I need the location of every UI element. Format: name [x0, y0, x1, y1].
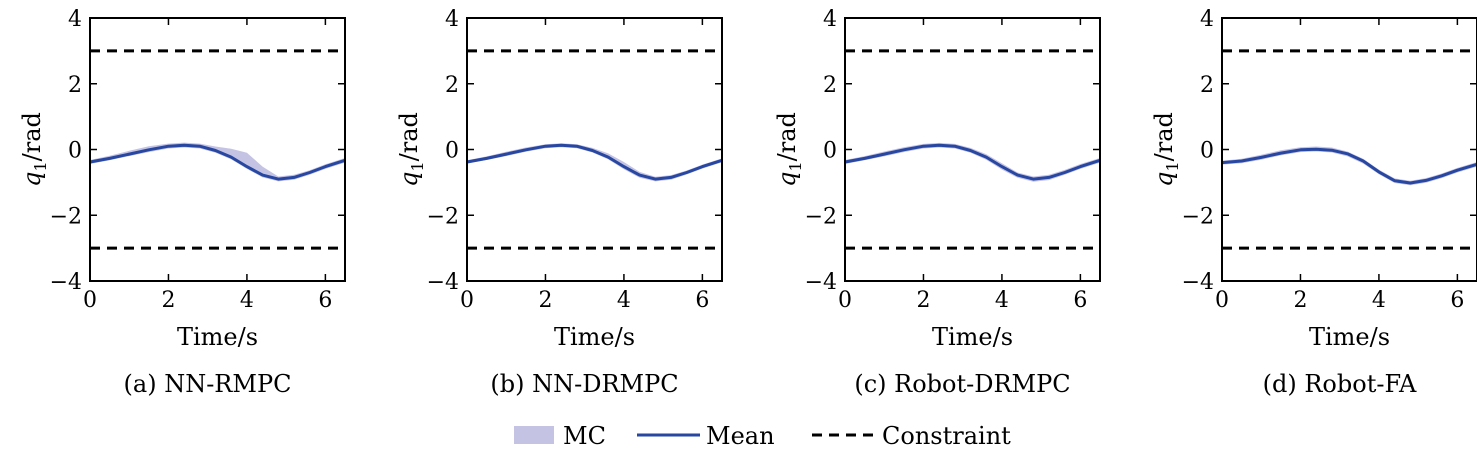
y-axis-label: q1/rad	[773, 112, 805, 187]
y-tick-label: 4	[445, 7, 459, 32]
x-tick-label: 2	[161, 288, 175, 313]
x-tick-label: 6	[1450, 288, 1464, 313]
mc-band	[467, 143, 722, 182]
y-axis-label-unit: /rad	[18, 112, 46, 161]
y-axis-label-unit: /rad	[1150, 112, 1178, 161]
y-axis-label-symbol: q	[773, 172, 801, 187]
x-tick-label: 4	[995, 288, 1009, 313]
y-tick-label: 0	[1200, 139, 1214, 164]
mean-line	[1221, 147, 1477, 185]
y-tick-label: 2	[68, 73, 82, 98]
panel-caption: (b) NN-DRMPC	[490, 370, 678, 398]
y-tick-label: −4	[805, 270, 837, 295]
y-tick-label: 4	[1200, 7, 1214, 32]
legend: MC Mean Constraint	[514, 422, 1011, 450]
chart-panel-4: 0 2 4 6 −4 −2 0 2 4 Time/s q1/rad (d) Robot-FA	[1150, 7, 1477, 398]
y-tick-label: 4	[823, 7, 837, 32]
y-tick-label: 0	[68, 139, 82, 164]
y-axis-label-subscript: 1	[408, 161, 427, 171]
x-tick-label: 2	[1293, 288, 1307, 313]
x-tick-label: 0	[838, 288, 852, 313]
legend-mean-label: Mean	[706, 422, 775, 450]
y-axis-label: q1/rad	[1150, 112, 1182, 187]
y-axis-label-symbol: q	[1150, 172, 1178, 187]
chart-panel-2: 0 2 4 6 −4 −2 0 2 4 Time/s q1/rad (b) NN-DRMPC	[395, 7, 723, 398]
mean-line	[466, 143, 723, 181]
legend-mc-swatch	[514, 426, 554, 444]
mean-line	[844, 143, 1101, 181]
mc-band	[1222, 146, 1477, 186]
x-tick-label: 6	[318, 288, 332, 313]
legend-constraint-label: Constraint	[882, 422, 1011, 450]
y-tick-label: 4	[68, 7, 82, 32]
x-tick-label: 0	[460, 288, 474, 313]
panel-caption: (d) Robot-FA	[1263, 370, 1417, 398]
y-tick-label: −2	[50, 204, 82, 229]
x-tick-label: 6	[1073, 288, 1087, 313]
y-tick-label: 0	[823, 139, 837, 164]
legend-mc-label: MC	[563, 422, 606, 450]
x-tick-label: 0	[1215, 288, 1229, 313]
y-tick-label: −4	[427, 270, 459, 295]
y-tick-label: −4	[1182, 270, 1214, 295]
y-axis-label-subscript: 1	[1163, 161, 1182, 171]
y-tick-label: −2	[1182, 204, 1214, 229]
y-axis-label: q1/rad	[18, 112, 50, 187]
y-tick-label: 0	[445, 139, 459, 164]
plot-frame	[1221, 17, 1477, 282]
y-tick-label: −2	[805, 204, 837, 229]
y-axis-label-unit: /rad	[773, 112, 801, 161]
mc-band	[845, 142, 1100, 182]
y-tick-label: −2	[427, 204, 459, 229]
x-tick-label: 4	[617, 288, 631, 313]
y-axis-label-unit: /rad	[395, 112, 423, 161]
x-axis-label: Time/s	[932, 323, 1013, 351]
x-tick-label: 2	[538, 288, 552, 313]
x-tick-label: 4	[240, 288, 254, 313]
x-axis-label: Time/s	[177, 323, 258, 351]
x-tick-label: 0	[83, 288, 97, 313]
x-tick-label: 6	[695, 288, 709, 313]
mc-band	[90, 142, 345, 182]
y-axis-label-subscript: 1	[31, 161, 50, 171]
panel-caption: (a) NN-RMPC	[124, 370, 292, 398]
x-axis-label: Time/s	[554, 323, 635, 351]
panel-caption: (c) Robot-DRMPC	[854, 370, 1070, 398]
x-axis-label: Time/s	[1309, 323, 1390, 351]
y-tick-label: 2	[445, 73, 459, 98]
y-axis-label-symbol: q	[395, 172, 423, 187]
chart-panel-1: 0 2 4 6 −4 −2 0 2 4 Time/s q1/rad (a) NN-RMPC	[18, 7, 346, 398]
y-axis-label-symbol: q	[18, 172, 46, 187]
chart-panel-3: 0 2 4 6 −4 −2 0 2 4 Time/s q1/rad (c) Robot-DRMPC	[773, 7, 1101, 398]
y-axis-label: q1/rad	[395, 112, 427, 187]
x-tick-label: 2	[916, 288, 930, 313]
x-tick-label: 4	[1372, 288, 1386, 313]
y-tick-label: −4	[50, 270, 82, 295]
y-tick-label: 2	[1200, 73, 1214, 98]
y-axis-label-subscript: 1	[786, 161, 805, 171]
mean-line	[89, 143, 346, 181]
y-tick-label: 2	[823, 73, 837, 98]
